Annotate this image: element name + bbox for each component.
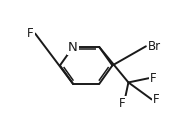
Text: F: F [150,72,157,85]
Text: F: F [153,93,160,106]
Text: F: F [119,97,126,110]
Text: Br: Br [148,40,161,53]
Text: F: F [27,27,34,40]
Text: N: N [68,41,78,54]
